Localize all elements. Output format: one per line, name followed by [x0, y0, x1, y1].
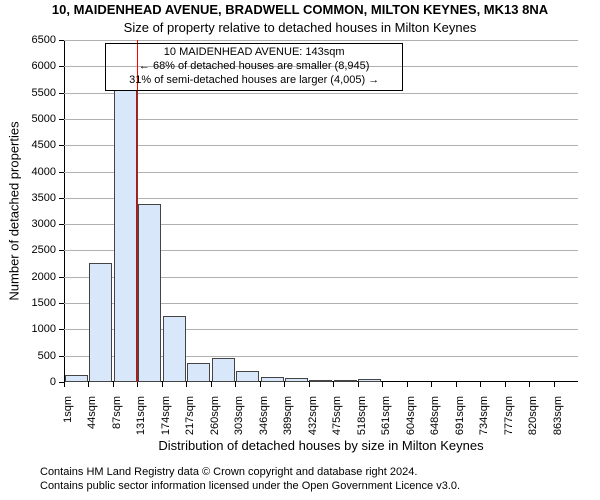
x-tick — [358, 382, 359, 387]
y-tick — [59, 119, 64, 120]
y-tick-label: 2500 — [0, 244, 56, 256]
property-marker-line — [137, 40, 138, 382]
x-tick-label: 1sqm — [62, 396, 74, 423]
y-tick-label: 0 — [0, 376, 56, 388]
x-tick-label: 44sqm — [86, 396, 98, 429]
x-axis-label: Distribution of detached houses by size … — [64, 438, 578, 453]
x-tick — [382, 382, 383, 387]
y-tick — [59, 329, 64, 330]
gridline — [64, 40, 578, 41]
x-tick-label: 518sqm — [356, 396, 368, 435]
x-tick-label: 131sqm — [135, 396, 147, 435]
footer-line-2: Contains public sector information licen… — [40, 480, 460, 492]
gridline — [64, 145, 578, 146]
histogram-bar — [187, 363, 210, 382]
y-tick-label: 4000 — [0, 166, 56, 178]
x-tick — [186, 382, 187, 387]
y-tick-label: 1000 — [0, 323, 56, 335]
y-tick — [59, 277, 64, 278]
gridline — [64, 172, 578, 173]
x-tick-label: 863sqm — [552, 396, 564, 435]
x-tick — [333, 382, 334, 387]
page-subtitle: Size of property relative to detached ho… — [0, 20, 600, 35]
gridline — [64, 93, 578, 94]
y-tick-label: 500 — [0, 350, 56, 362]
x-tick-label: 303sqm — [233, 396, 245, 435]
x-tick — [309, 382, 310, 387]
annotation-line: ← 68% of detached houses are smaller (8,… — [110, 60, 398, 74]
y-tick — [59, 93, 64, 94]
y-tick — [59, 250, 64, 251]
y-tick — [59, 356, 64, 357]
histogram-bar — [261, 377, 284, 382]
histogram-bar — [334, 380, 357, 382]
x-tick-label: 691sqm — [454, 396, 466, 435]
y-tick-label: 4500 — [0, 139, 56, 151]
x-tick-label: 217sqm — [184, 396, 196, 435]
y-tick — [59, 198, 64, 199]
histogram-bar — [358, 379, 381, 382]
x-tick-label: 346sqm — [258, 396, 270, 435]
histogram-bar — [89, 263, 112, 382]
x-tick — [137, 382, 138, 387]
y-tick — [59, 172, 64, 173]
y-tick — [59, 303, 64, 304]
histogram-bar — [212, 358, 235, 382]
x-tick-label: 777sqm — [503, 396, 515, 435]
x-tick — [529, 382, 530, 387]
x-tick — [88, 382, 89, 387]
y-tick-label: 3500 — [0, 192, 56, 204]
x-tick-label: 475sqm — [331, 396, 343, 435]
x-tick — [260, 382, 261, 387]
y-tick-label: 6500 — [0, 34, 56, 46]
annotation-line: 31% of semi-detached houses are larger (… — [110, 74, 398, 88]
x-tick-label: 734sqm — [478, 396, 490, 435]
x-tick — [431, 382, 432, 387]
histogram-bar — [138, 204, 161, 382]
y-tick — [59, 40, 64, 41]
x-tick-label: 87sqm — [111, 396, 123, 429]
annotation-line: 10 MAIDENHEAD AVENUE: 143sqm — [110, 46, 398, 60]
x-tick-label: 174sqm — [160, 396, 172, 435]
y-tick-label: 6000 — [0, 60, 56, 72]
x-tick-label: 820sqm — [527, 396, 539, 435]
annotation-box: 10 MAIDENHEAD AVENUE: 143sqm← 68% of det… — [105, 43, 403, 90]
x-tick — [407, 382, 408, 387]
footer-line-1: Contains HM Land Registry data © Crown c… — [40, 466, 417, 478]
histogram-bar — [285, 378, 308, 382]
y-tick-label: 3000 — [0, 218, 56, 230]
histogram-bar — [309, 380, 332, 382]
x-tick — [113, 382, 114, 387]
x-tick — [505, 382, 506, 387]
histogram-bar — [114, 90, 137, 382]
y-tick — [59, 145, 64, 146]
gridline — [64, 198, 578, 199]
y-tick-label: 1500 — [0, 297, 56, 309]
y-tick-label: 2000 — [0, 271, 56, 283]
histogram-bar — [163, 316, 186, 382]
y-tick-label: 5500 — [0, 87, 56, 99]
x-tick-label: 561sqm — [380, 396, 392, 435]
y-tick — [59, 224, 64, 225]
histogram-bar — [65, 375, 88, 382]
page-title: 10, MAIDENHEAD AVENUE, BRADWELL COMMON, … — [0, 2, 600, 17]
x-tick-label: 648sqm — [429, 396, 441, 435]
x-tick — [64, 382, 65, 387]
x-tick — [162, 382, 163, 387]
gridline — [64, 119, 578, 120]
histogram-bar — [236, 371, 259, 382]
x-tick — [480, 382, 481, 387]
x-tick — [235, 382, 236, 387]
x-tick — [284, 382, 285, 387]
x-tick — [211, 382, 212, 387]
x-tick-label: 432sqm — [307, 396, 319, 435]
x-tick — [554, 382, 555, 387]
y-tick-label: 5000 — [0, 113, 56, 125]
x-tick — [456, 382, 457, 387]
x-tick-label: 260sqm — [209, 396, 221, 435]
y-tick — [59, 66, 64, 67]
x-tick-label: 604sqm — [405, 396, 417, 435]
x-tick-label: 389sqm — [282, 396, 294, 435]
